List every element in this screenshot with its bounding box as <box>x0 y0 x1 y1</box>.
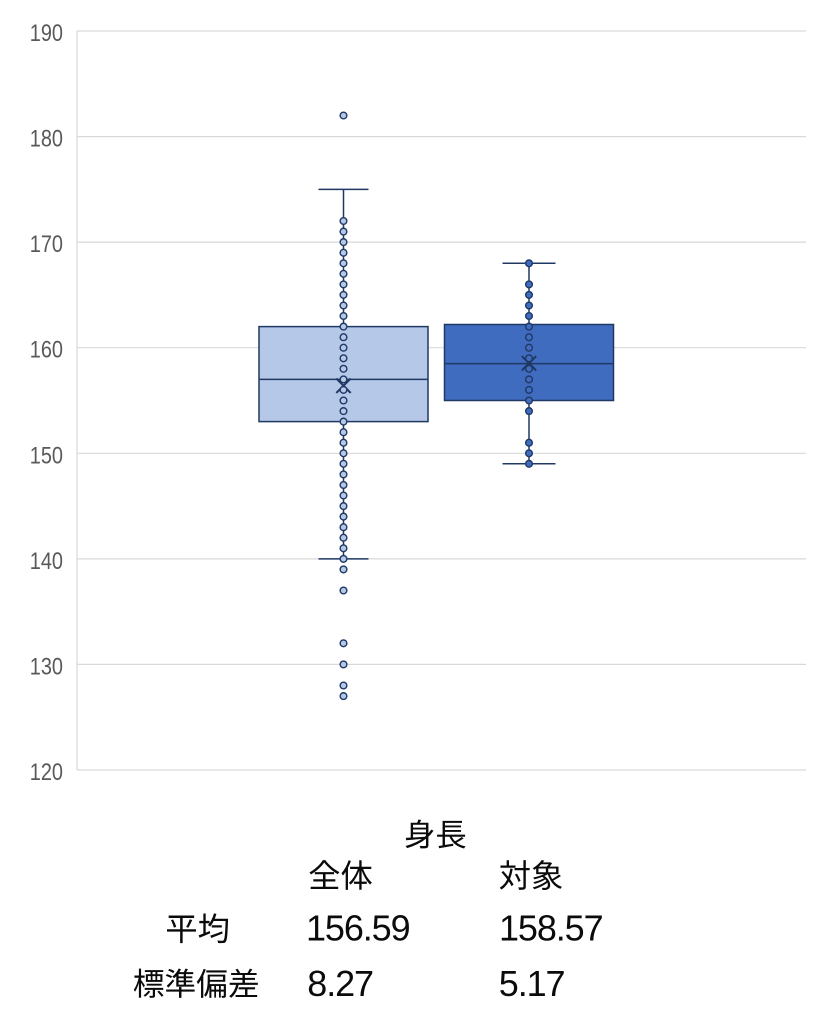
svg-text:190: 190 <box>30 19 63 46</box>
svg-text:160: 160 <box>30 336 63 363</box>
svg-text:8.27: 8.27 <box>307 963 373 1004</box>
svg-text:150: 150 <box>30 442 63 469</box>
svg-text:120: 120 <box>30 758 63 785</box>
svg-text:170: 170 <box>30 230 63 257</box>
svg-text:140: 140 <box>30 547 63 574</box>
svg-text:158.57: 158.57 <box>499 907 603 948</box>
svg-text:130: 130 <box>30 653 63 680</box>
svg-text:5.17: 5.17 <box>499 963 565 1004</box>
svg-text:180: 180 <box>30 125 63 152</box>
svg-text:156.59: 156.59 <box>306 907 410 948</box>
